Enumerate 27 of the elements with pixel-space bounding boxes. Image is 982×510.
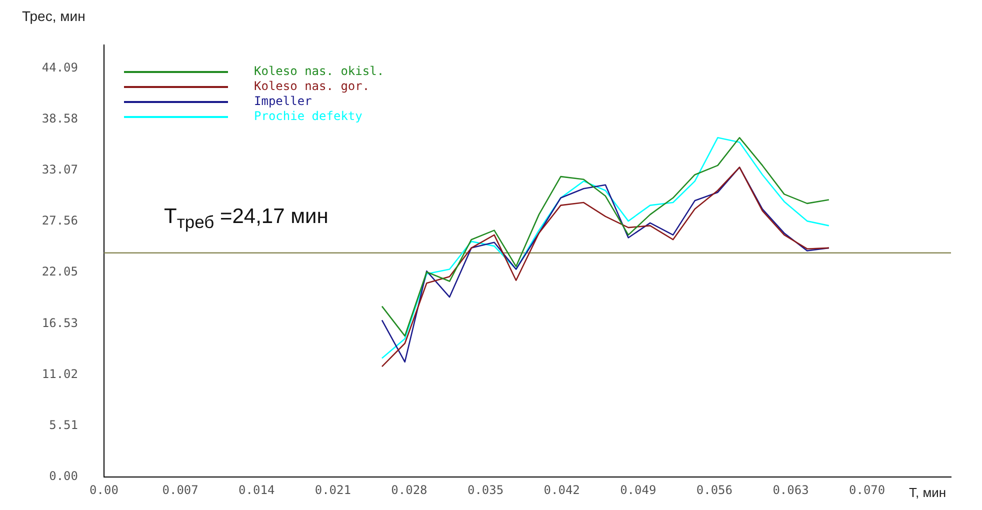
x-tick-label: 0.007	[162, 483, 198, 498]
x-tick-label: 0.049	[620, 483, 656, 498]
x-tick-label: 0.063	[772, 483, 809, 498]
x-tick-label: 0.042	[544, 483, 580, 498]
x-tick-label: 0.056	[696, 483, 733, 498]
text: Impeller	[254, 94, 312, 108]
x-tick-label: 0.014	[238, 483, 275, 498]
x-tick-label: 0.00	[90, 483, 118, 498]
x-tick-label: 0.028	[391, 483, 428, 498]
y-tick-label: 5.51	[49, 418, 78, 432]
y-tick-label: 22.05	[42, 264, 78, 279]
x-tick-label: 0.035	[467, 483, 504, 498]
ref-line-label: T$_{треб}$ =24,17 мин	[164, 204, 328, 234]
y-tick-label: 44.09	[42, 60, 78, 74]
y-tick-label: 27.56	[42, 214, 78, 228]
text: Koleso nas. okisl.	[254, 64, 384, 78]
y-tick-label: 0.00	[49, 468, 78, 483]
y-tick-label: 16.53	[42, 316, 78, 330]
y-tick-label: 11.02	[42, 366, 78, 381]
text: Prochie defekty	[254, 109, 362, 124]
y-axis-title: Трес, мин	[22, 8, 86, 24]
y-tick-label: 33.07	[42, 162, 78, 176]
x-tick-label: 0.070	[849, 483, 886, 498]
x-axis-title: T, мин	[909, 484, 946, 500]
y-tick-label: 38.58	[42, 111, 78, 126]
text: Koleso nas. gor.	[254, 79, 370, 94]
x-tick-label: 0.021	[314, 483, 351, 498]
